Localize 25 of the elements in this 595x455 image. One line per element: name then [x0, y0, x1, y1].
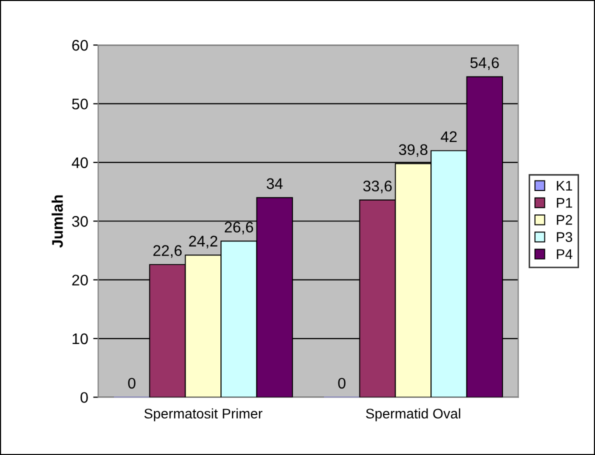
y-tick-label: 40 [72, 157, 88, 168]
legend-label: P4 [556, 249, 572, 259]
legend-label: P3 [556, 232, 572, 242]
y-axis-title: Jumlah [52, 195, 63, 248]
y-tick-label: 30 [72, 216, 88, 227]
data-label: 42 [440, 131, 457, 142]
data-label: 0 [338, 378, 346, 389]
data-label: 26,6 [224, 222, 254, 234]
legend-label: K1 [556, 180, 572, 190]
legend-label: P2 [556, 215, 572, 225]
y-tick-label: 20 [72, 274, 88, 286]
y-tick-label: 50 [72, 98, 88, 110]
y-tick-label: 60 [72, 40, 88, 51]
data-label: 24,2 [189, 236, 218, 248]
data-label: 39,8 [398, 144, 428, 157]
data-label: 34 [266, 178, 283, 190]
legend-label: P1 [556, 198, 572, 208]
data-label: 22,6 [153, 245, 182, 258]
data-label: 54,6 [470, 57, 499, 70]
x-tick-label: Spermatosit Primer [144, 408, 262, 422]
data-label: 0 [128, 378, 136, 389]
y-tick-label: 0 [80, 392, 88, 403]
x-tick-label: Spermatid Oval [366, 408, 460, 422]
data-label: 33,6 [363, 180, 392, 194]
y-tick-label: 10 [72, 333, 88, 344]
